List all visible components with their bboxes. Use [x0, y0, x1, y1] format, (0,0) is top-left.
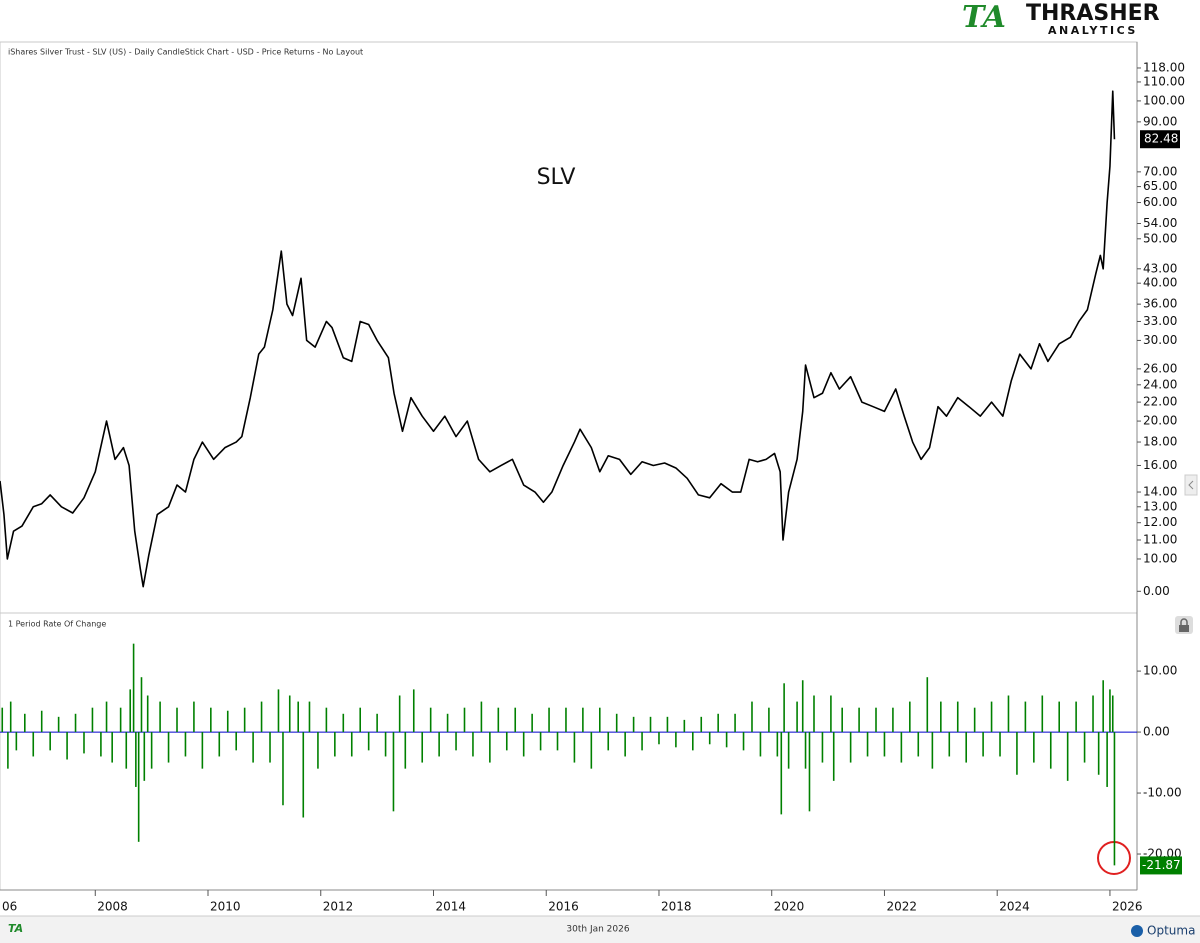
footer-bar — [0, 916, 1200, 943]
y-tick-label: 110.00 — [1143, 74, 1185, 88]
last-value-box — [1140, 130, 1180, 149]
logo-top: THRASHER — [1026, 1, 1160, 26]
x-tick-label: 2026 — [1112, 900, 1143, 914]
y-tick-label: 54.00 — [1143, 216, 1177, 230]
logo-mark: TA — [962, 0, 1006, 35]
y-tick-label: 100.00 — [1143, 93, 1185, 107]
y-tick-label: 36.00 — [1143, 297, 1177, 311]
x-tick-label: 2024 — [999, 900, 1030, 914]
indicator-title: 1 Period Rate Of Change — [8, 620, 106, 629]
y-tick-label: 50.00 — [1143, 231, 1177, 245]
y-tick-label: 118.00 — [1143, 60, 1185, 74]
y-tick-label: 40.00 — [1143, 276, 1177, 290]
y-tick-label: -10.00 — [1143, 786, 1182, 800]
y-tick-label: 65.00 — [1143, 179, 1177, 193]
y-tick-label: 33.00 — [1143, 314, 1177, 328]
price-line — [0, 90, 1116, 588]
y-tick-label: 26.00 — [1143, 361, 1177, 375]
y-tick-label: 20.00 — [1143, 414, 1177, 428]
y-tick-label: 16.00 — [1143, 458, 1177, 472]
last-value-label: 82.48 — [1144, 132, 1178, 146]
x-tick-label: 2018 — [661, 900, 692, 914]
footer-brand: Optuma — [1147, 924, 1195, 938]
y-tick-label: 70.00 — [1143, 164, 1177, 178]
x-tick-label: 2012 — [323, 900, 354, 914]
y-tick-label: 10.00 — [1143, 664, 1177, 678]
x-tick-label: 2020 — [774, 900, 805, 914]
last-value-box — [1140, 856, 1182, 875]
footer-date: 30th Jan 2026 — [566, 925, 629, 935]
x-tick-label: 2022 — [886, 900, 917, 914]
brand-icon — [1131, 925, 1143, 937]
annotation: SLV — [537, 165, 576, 190]
x-tick-label: 06 — [2, 900, 17, 914]
y-tick-label: 60.00 — [1143, 195, 1177, 209]
chart-title: iShares Silver Trust - SLV (US) - Daily … — [8, 48, 363, 57]
x-tick-label: 2016 — [548, 900, 579, 914]
y-tick-label: 90.00 — [1143, 114, 1177, 128]
y-tick-label: 10.00 — [1143, 551, 1177, 565]
logo: TA THRASHER ANALYTICS — [962, 0, 1160, 37]
last-value-label: -21.87 — [1142, 858, 1181, 872]
lock-icon[interactable] — [1175, 616, 1193, 634]
footer-mark: TA — [8, 922, 23, 935]
x-tick-label: 2014 — [435, 900, 466, 914]
y-tick-label: 24.00 — [1143, 377, 1177, 391]
logo-bottom: ANALYTICS — [1048, 24, 1138, 37]
y-tick-label: 0.00 — [1143, 725, 1170, 739]
y-tick-label: 43.00 — [1143, 261, 1177, 275]
x-tick-label: 2008 — [97, 900, 128, 914]
y-tick-label: 30.00 — [1143, 333, 1177, 347]
y-tick-label: 22.00 — [1143, 395, 1177, 409]
y-tick-label: 0.00 — [1143, 584, 1170, 598]
x-tick-label: 2010 — [210, 900, 241, 914]
y-tick-label: 14.00 — [1143, 485, 1177, 499]
y-tick-label: 12.00 — [1143, 515, 1177, 529]
y-tick-label: 11.00 — [1143, 533, 1177, 547]
y-tick-label: 18.00 — [1143, 435, 1177, 449]
y-tick-label: 13.00 — [1143, 499, 1177, 513]
scroll-arrows[interactable] — [1184, 474, 1198, 496]
